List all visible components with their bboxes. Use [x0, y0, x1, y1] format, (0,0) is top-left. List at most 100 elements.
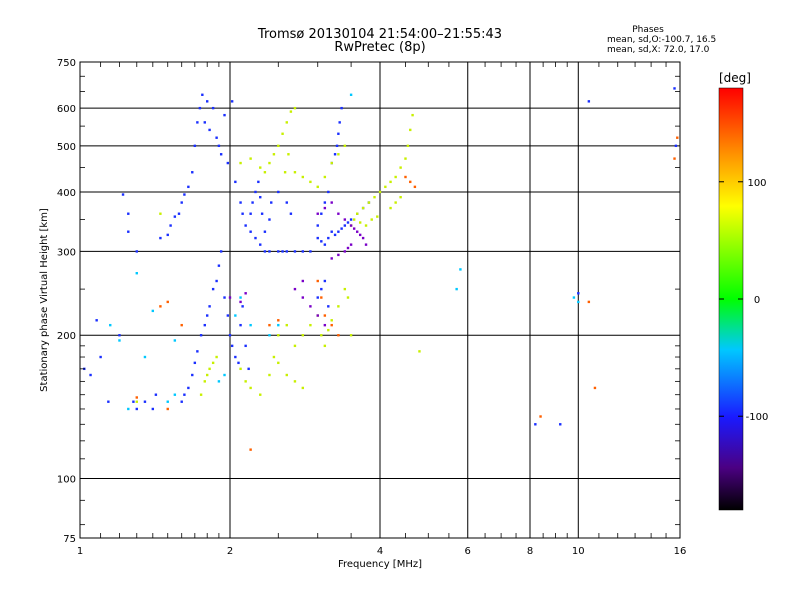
data-point	[404, 157, 407, 160]
data-point	[121, 193, 125, 196]
data-point	[205, 373, 209, 377]
data-point	[230, 100, 234, 103]
data-point	[346, 246, 350, 250]
data-point	[361, 236, 365, 240]
data-point	[534, 423, 537, 426]
data-point	[343, 287, 347, 291]
series-2	[109, 93, 580, 411]
data-point	[301, 279, 305, 283]
data-point	[394, 201, 397, 204]
data-point	[349, 243, 353, 246]
data-point	[127, 230, 130, 233]
data-point	[254, 236, 257, 240]
data-point	[364, 224, 368, 227]
data-point	[399, 195, 402, 199]
data-point	[272, 355, 276, 359]
data-point	[394, 175, 397, 179]
data-point	[259, 166, 262, 169]
stats-x-mode: mean, sd,X: 72.0, 17.0	[607, 45, 710, 55]
data-point	[323, 323, 327, 327]
data-point	[244, 344, 247, 348]
data-point	[323, 243, 327, 246]
data-point	[199, 393, 203, 396]
data-point	[223, 373, 226, 377]
data-point	[316, 224, 319, 227]
data-point	[187, 185, 190, 189]
data-point	[208, 128, 211, 132]
data-point	[370, 218, 373, 221]
data-point	[349, 334, 353, 337]
data-point	[277, 361, 280, 365]
data-point	[316, 212, 319, 215]
data-point	[173, 393, 177, 396]
data-point	[244, 292, 247, 295]
data-point	[330, 257, 333, 260]
data-point	[219, 250, 223, 253]
data-point	[135, 272, 138, 275]
data-point	[323, 314, 327, 317]
data-point	[346, 296, 350, 299]
data-point	[277, 319, 280, 322]
data-point	[241, 212, 244, 215]
data-point	[376, 215, 379, 218]
data-point	[309, 305, 312, 308]
data-point	[277, 334, 280, 337]
data-point	[301, 250, 305, 253]
data-point	[355, 230, 359, 233]
data-point	[159, 305, 162, 308]
data-point	[323, 206, 327, 210]
data-point	[333, 233, 337, 237]
data-point	[211, 361, 215, 365]
data-point	[455, 287, 458, 291]
data-point	[151, 309, 155, 313]
data-point	[330, 319, 333, 322]
data-point	[196, 121, 199, 124]
data-point	[301, 334, 305, 337]
data-point	[191, 373, 194, 377]
data-point	[159, 212, 162, 215]
data-point	[260, 212, 264, 215]
data-point	[309, 323, 312, 327]
data-point	[349, 93, 353, 96]
data-point	[89, 373, 92, 377]
data-point	[263, 250, 267, 253]
data-point	[270, 201, 273, 204]
data-point	[277, 144, 280, 148]
chart-subtitle: RwPretec (8p)	[334, 40, 425, 55]
data-point	[327, 236, 330, 240]
y-tick-label: 100	[57, 475, 76, 486]
data-point	[107, 400, 110, 403]
data-point	[135, 400, 138, 403]
data-point	[180, 201, 183, 204]
y-tick-label: 400	[57, 188, 76, 199]
data-point	[399, 166, 402, 169]
data-point	[109, 323, 112, 327]
data-point	[234, 355, 237, 359]
data-point	[226, 314, 230, 317]
data-point	[268, 323, 271, 327]
data-point	[409, 128, 412, 132]
data-point	[249, 386, 252, 390]
data-point	[263, 171, 267, 174]
data-point	[127, 212, 130, 215]
data-point	[180, 323, 183, 327]
data-point	[301, 175, 305, 179]
data-point	[301, 386, 305, 390]
data-point	[173, 215, 177, 218]
data-point	[389, 206, 392, 210]
data-point	[327, 190, 330, 194]
colorbar-label: [deg]	[719, 71, 751, 85]
data-point	[259, 243, 262, 246]
y-tick-label: 500	[57, 142, 76, 153]
grid-lines	[80, 62, 680, 538]
data-point	[166, 300, 169, 304]
data-point	[187, 386, 190, 390]
data-point	[338, 121, 341, 124]
data-point	[337, 305, 340, 308]
data-point	[193, 144, 197, 148]
data-point	[268, 250, 271, 253]
x-axis-label: Frequency [MHz]	[338, 559, 422, 570]
data-point	[343, 218, 347, 221]
data-point	[244, 224, 247, 227]
data-point	[289, 110, 293, 113]
